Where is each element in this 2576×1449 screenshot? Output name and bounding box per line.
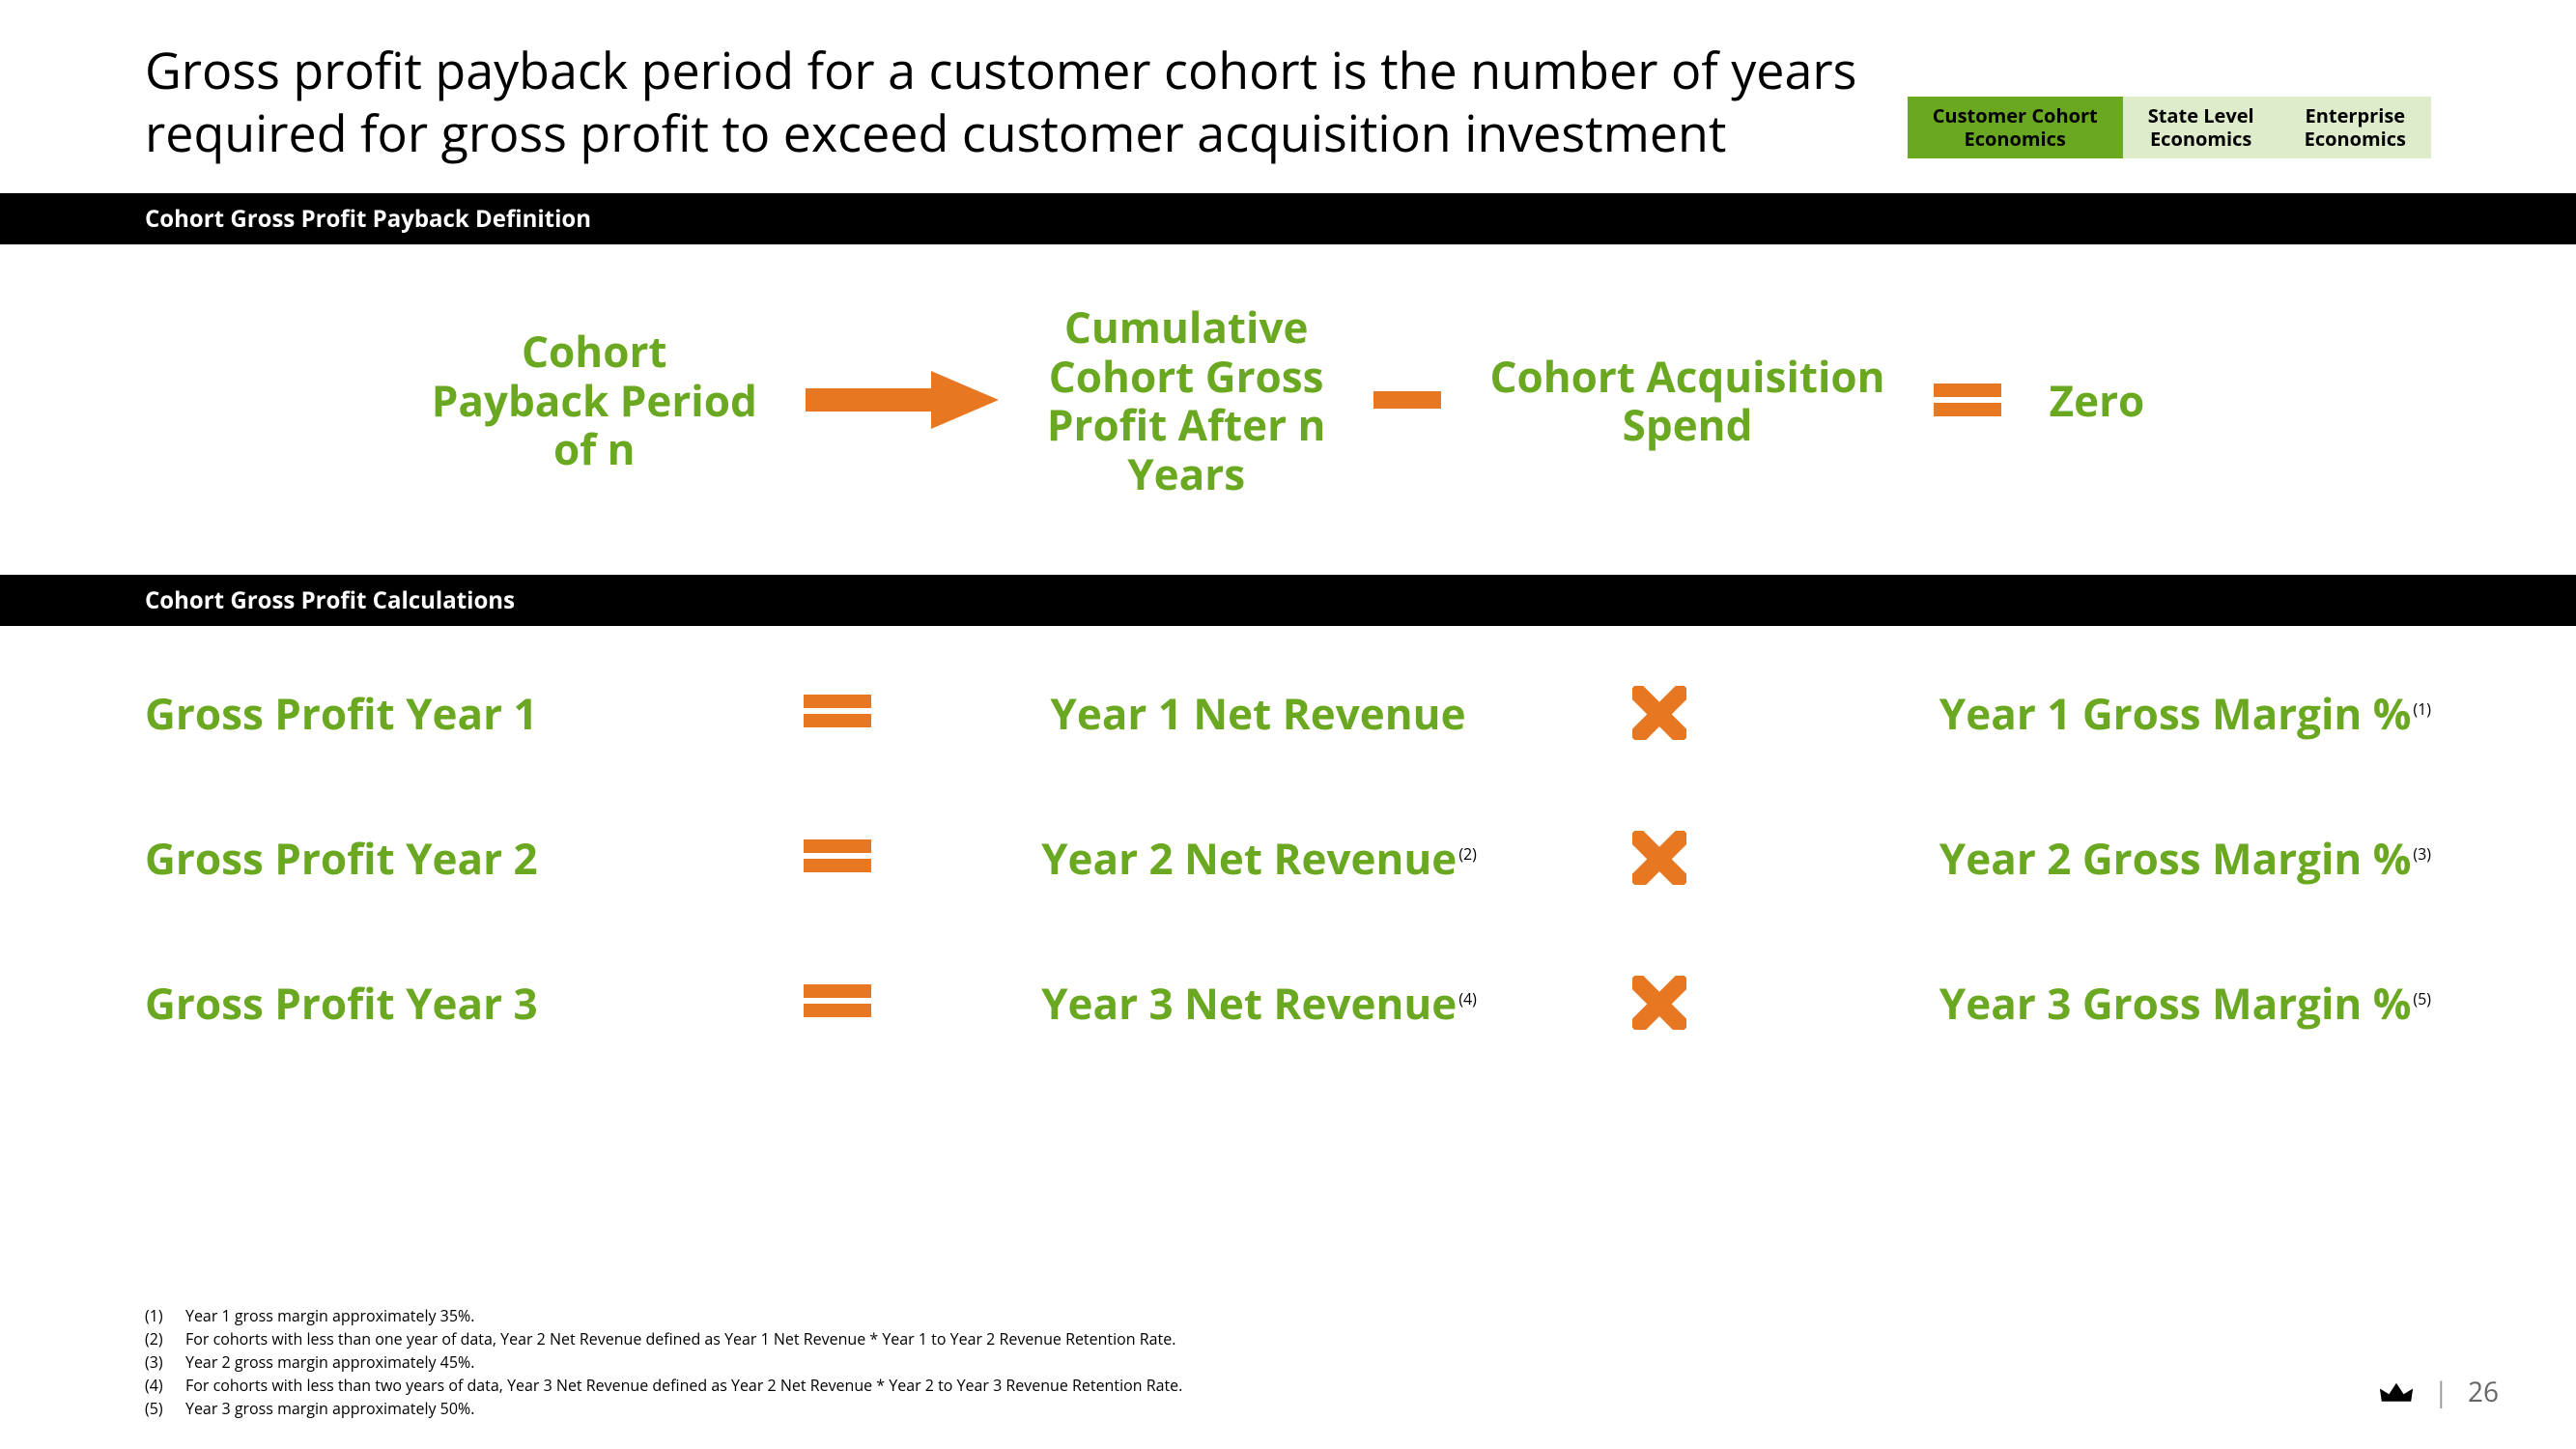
page-title: Gross profit payback period for a custom… <box>145 39 1908 164</box>
arrow-right-icon <box>806 371 999 429</box>
calc-mid: Year 1 Net Revenue <box>989 684 1530 742</box>
page-number: 26 <box>2468 1374 2499 1410</box>
page-number-area: | 26 <box>2378 1374 2499 1410</box>
multiply-icon <box>1632 831 1729 885</box>
calc-lhs: Gross Profit Year 1 <box>145 684 686 742</box>
footnote: (4)For cohorts with less than two years … <box>145 1374 1182 1397</box>
multiply-icon <box>1632 686 1729 740</box>
calc-row: Gross Profit Year 2 Year 2 Net Revenue(2… <box>145 829 2431 887</box>
calc-row: Gross Profit Year 3 Year 3 Net Revenue(4… <box>145 974 2431 1032</box>
term-cumulative-gp: Cumulative Cohort Gross Profit After n Y… <box>1047 302 1326 497</box>
term-acquisition-spend: Cohort Acquisition Spend <box>1489 352 1884 449</box>
calc-rhs: Year 3 Gross Margin %(5) <box>1832 974 2431 1032</box>
calc-rhs: Year 2 Gross Margin %(3) <box>1832 829 2431 887</box>
tabs: Customer Cohort Economics State Level Ec… <box>1908 97 2431 158</box>
tab-enterprise[interactable]: Enterprise Economics <box>2279 97 2431 158</box>
term-payback-period: Cohort Payback Period of n <box>432 327 757 473</box>
equals-icon <box>804 834 871 878</box>
section-heading-definition: Cohort Gross Profit Payback Definition <box>0 193 2576 244</box>
equals-icon <box>804 689 871 733</box>
calc-row: Gross Profit Year 1 Year 1 Net Revenue Y… <box>145 684 2431 742</box>
calc-rhs: Year 1 Gross Margin %(1) <box>1832 684 2431 742</box>
minus-icon <box>1373 391 1441 409</box>
calc-lhs: Gross Profit Year 3 <box>145 974 686 1032</box>
slide: Gross profit payback period for a custom… <box>0 0 2576 1449</box>
tab-customer-cohort[interactable]: Customer Cohort Economics <box>1908 97 2123 158</box>
section-heading-calculations: Cohort Gross Profit Calculations <box>0 575 2576 626</box>
multiply-icon <box>1632 976 1729 1030</box>
pipe-separator: | <box>2434 1374 2449 1410</box>
crown-icon <box>2378 1378 2415 1406</box>
calc-lhs: Gross Profit Year 2 <box>145 829 686 887</box>
calc-rows: Gross Profit Year 1 Year 1 Net Revenue Y… <box>0 684 2576 1032</box>
footnote: (2)For cohorts with less than one year o… <box>145 1327 1182 1350</box>
definition-formula: Cohort Payback Period of n Cumulative Co… <box>0 302 2576 497</box>
footnotes: (1)Year 1 gross margin approximately 35%… <box>145 1304 1182 1420</box>
footnote: (3)Year 2 gross margin approximately 45%… <box>145 1350 1182 1374</box>
tab-state-level[interactable]: State Level Economics <box>2123 97 2279 158</box>
footnote: (1)Year 1 gross margin approximately 35%… <box>145 1304 1182 1327</box>
title-row: Gross profit payback period for a custom… <box>0 39 2576 193</box>
calc-mid: Year 3 Net Revenue(4) <box>989 974 1530 1032</box>
equals-icon <box>1934 378 2001 422</box>
calc-mid: Year 2 Net Revenue(2) <box>989 829 1530 887</box>
footnote: (5)Year 3 gross margin approximately 50%… <box>145 1397 1182 1420</box>
equals-icon <box>804 979 871 1023</box>
term-zero: Zero <box>2050 376 2145 425</box>
